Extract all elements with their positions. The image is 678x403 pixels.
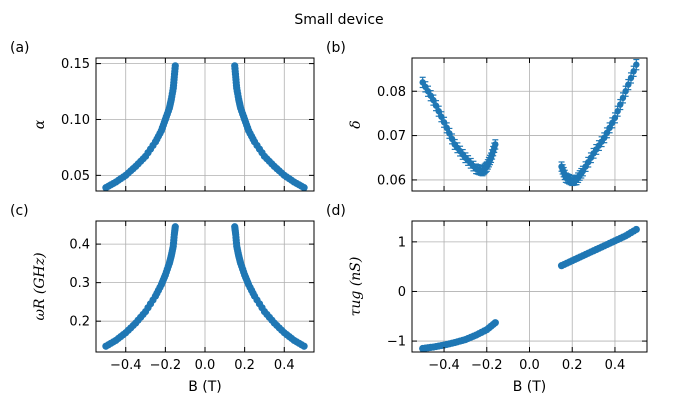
y-tick-label: 1 [398, 235, 406, 250]
x-tick-label: −0.2 [471, 358, 503, 373]
panel-3: −0.4 −0.2 0.0 0.2 0.4 −1 0 1 (d) τug (nS) B (T) [326, 203, 648, 395]
y-axis-label: α [32, 119, 48, 129]
data-point [446, 130, 453, 137]
y-tick-label: 0 [398, 285, 406, 300]
y-tick-label: 0.2 [69, 315, 90, 330]
data-point [448, 135, 456, 143]
y-tick-label: 0.07 [377, 129, 406, 144]
panel-label: (b) [326, 40, 346, 56]
y-tick-label: −1 [387, 335, 406, 350]
y-tick-label: 0.05 [61, 169, 90, 184]
y-axis-label: τug (nS) [348, 257, 364, 317]
y-tick-label: 0.08 [377, 85, 406, 100]
x-tick-label: −0.4 [110, 358, 142, 373]
data-point [633, 61, 640, 68]
x-tick-label: 0.2 [562, 358, 583, 373]
x-tick-label: 0.2 [234, 358, 255, 373]
y-tick-label: 0.15 [61, 57, 90, 72]
data-point [171, 223, 179, 231]
panel-label: (d) [326, 203, 346, 219]
x-tick-label: 0.0 [195, 358, 216, 373]
panel-2: −0.4 −0.2 0.0 0.2 0.4 0.2 0.3 0.4 (c) ωR (GHz) B (… [10, 203, 315, 395]
y-tick-label: 0.3 [69, 276, 90, 291]
panel-0: 0.05 0.10 0.15 (a) α [10, 40, 315, 192]
y-tick-label: 0.06 [377, 173, 406, 188]
data-point [300, 342, 308, 350]
x-tick-label: 0.4 [274, 358, 295, 373]
panel-label: (a) [10, 40, 30, 56]
y-tick-label: 0.10 [61, 113, 90, 128]
data-point [491, 319, 499, 327]
x-tick-label: −0.4 [428, 358, 460, 373]
figure-title: Small device [294, 12, 383, 28]
y-axis-label: ωR (GHz) [32, 252, 48, 320]
data-point [300, 184, 308, 192]
data-point [632, 225, 640, 234]
panel-label: (c) [10, 203, 29, 219]
x-axis-label: B (T) [188, 379, 222, 395]
x-tick-label: −0.2 [150, 358, 182, 373]
data-point [492, 141, 499, 148]
data-point [171, 62, 179, 70]
y-axis-label: δ [348, 120, 364, 128]
x-tick-label: 0.0 [519, 358, 540, 373]
y-tick-label: 0.4 [69, 238, 90, 253]
x-axis-label: B (T) [513, 379, 547, 395]
data-point [443, 124, 450, 132]
x-tick-label: 0.4 [605, 358, 626, 373]
panel-1: 0.06 0.07 0.08 (b) δ [326, 40, 648, 192]
